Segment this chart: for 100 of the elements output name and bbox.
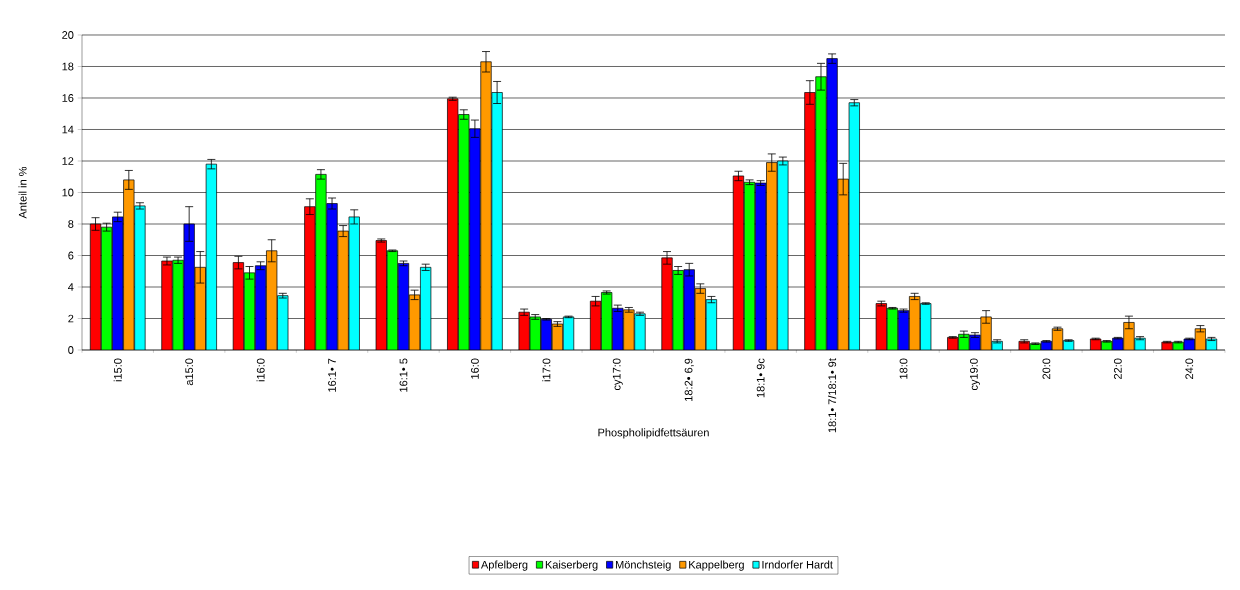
x-tick-label: 24:0 (1185, 358, 1194, 379)
bar (337, 230, 349, 350)
bar (743, 181, 756, 350)
bar (375, 240, 387, 350)
bar (123, 179, 135, 350)
bar (732, 175, 745, 350)
x-tick-label: i15:0 (113, 358, 122, 382)
bar (397, 263, 410, 350)
bar (826, 58, 838, 350)
x-tick-label: 16:1• 5 (399, 358, 408, 392)
bar (101, 226, 113, 350)
y-tick-label: 12 (62, 157, 74, 165)
bar (766, 162, 778, 350)
legend-label: Irndorfer Hardt (762, 560, 833, 569)
bar (909, 296, 921, 350)
legend-label: Apfelberg (480, 560, 528, 571)
y-tick-label: 18 (62, 62, 74, 71)
bar (804, 92, 816, 350)
bar (518, 311, 530, 350)
y-tick-label: 0 (68, 346, 74, 354)
bar (1205, 338, 1218, 350)
bar (634, 313, 646, 350)
y-tick-label: 2 (68, 314, 74, 323)
bar (480, 61, 492, 350)
x-tick-label: i16:0 (256, 358, 265, 382)
y-tick-label: 6 (68, 251, 74, 260)
bar (661, 257, 673, 350)
bar (447, 98, 459, 350)
x-tick-label: 22:0 (1113, 358, 1122, 379)
x-tick-label: i17:0 (542, 358, 551, 382)
bar (705, 299, 718, 350)
bar (875, 303, 887, 350)
bar (694, 288, 706, 350)
bar (623, 309, 635, 350)
y-tick-label: 8 (68, 220, 74, 228)
x-tick-label: 18:2• 6,9 (684, 358, 694, 401)
x-tick-label: 18:1• 9c (756, 358, 765, 398)
bar (277, 295, 289, 350)
bar (886, 307, 899, 350)
bar (848, 102, 860, 350)
bar (172, 259, 184, 350)
x-tick-label: 18:0 (899, 358, 908, 379)
bar (232, 262, 244, 350)
bar (386, 250, 398, 350)
bar (969, 334, 981, 350)
bar (304, 206, 316, 350)
y-tick-label: 16 (62, 94, 74, 102)
y-tick-label: 14 (62, 125, 74, 134)
y-tick-label: 20 (62, 31, 74, 39)
bar (980, 316, 992, 350)
bar (134, 205, 146, 350)
x-axis-title: Phospholipidfettsäuren (598, 428, 709, 439)
bar (89, 223, 102, 350)
bar (112, 216, 124, 350)
bar (161, 260, 173, 350)
bar (562, 316, 575, 350)
bar (777, 160, 789, 350)
bar (601, 292, 613, 350)
bar (469, 128, 481, 350)
bar (183, 223, 195, 350)
bar (243, 272, 256, 350)
y-tick-label: 4 (68, 283, 74, 291)
x-tick-label: cy17:0 (612, 358, 623, 391)
x-tick-label: 18:1• 7/18:1• 9t (828, 358, 837, 433)
bar (491, 92, 503, 350)
legend-label: Kappelberg (689, 560, 744, 571)
bar (837, 178, 849, 350)
x-tick-label: a15:0 (185, 358, 194, 386)
bar (683, 269, 695, 350)
bar (551, 323, 564, 350)
bar (958, 333, 970, 350)
legend-label: Kaiserberg (545, 560, 598, 571)
bar (348, 216, 360, 350)
bar (897, 310, 910, 350)
bar (266, 250, 278, 350)
bar (529, 316, 541, 350)
bar (612, 307, 624, 350)
bar (326, 203, 338, 350)
bar (920, 303, 932, 350)
x-tick-label: 16:0 (471, 358, 479, 379)
bar (205, 163, 217, 350)
bar (254, 265, 267, 350)
bar (1123, 322, 1135, 350)
bar (315, 174, 327, 350)
bar (589, 300, 602, 350)
bar (1194, 328, 1206, 350)
bar (540, 318, 552, 350)
x-tick-label: 16:1• 7 (328, 358, 336, 392)
bar (458, 114, 470, 350)
x-tick-label: cy19:0 (969, 358, 980, 391)
y-tick-label: 10 (62, 188, 74, 197)
legend-label: Mönchsteig (615, 560, 671, 571)
bar (408, 294, 421, 350)
bar (815, 76, 827, 350)
bar (755, 182, 767, 350)
bar (420, 266, 432, 350)
y-axis-title: Anteil in % (18, 166, 27, 219)
x-tick-label: 20:0 (1042, 358, 1051, 379)
bar (672, 270, 684, 350)
bar (1051, 328, 1064, 350)
